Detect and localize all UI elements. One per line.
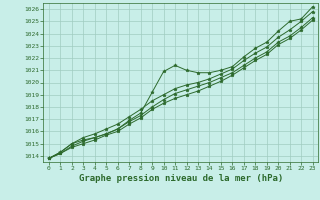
X-axis label: Graphe pression niveau de la mer (hPa): Graphe pression niveau de la mer (hPa) xyxy=(79,174,283,183)
